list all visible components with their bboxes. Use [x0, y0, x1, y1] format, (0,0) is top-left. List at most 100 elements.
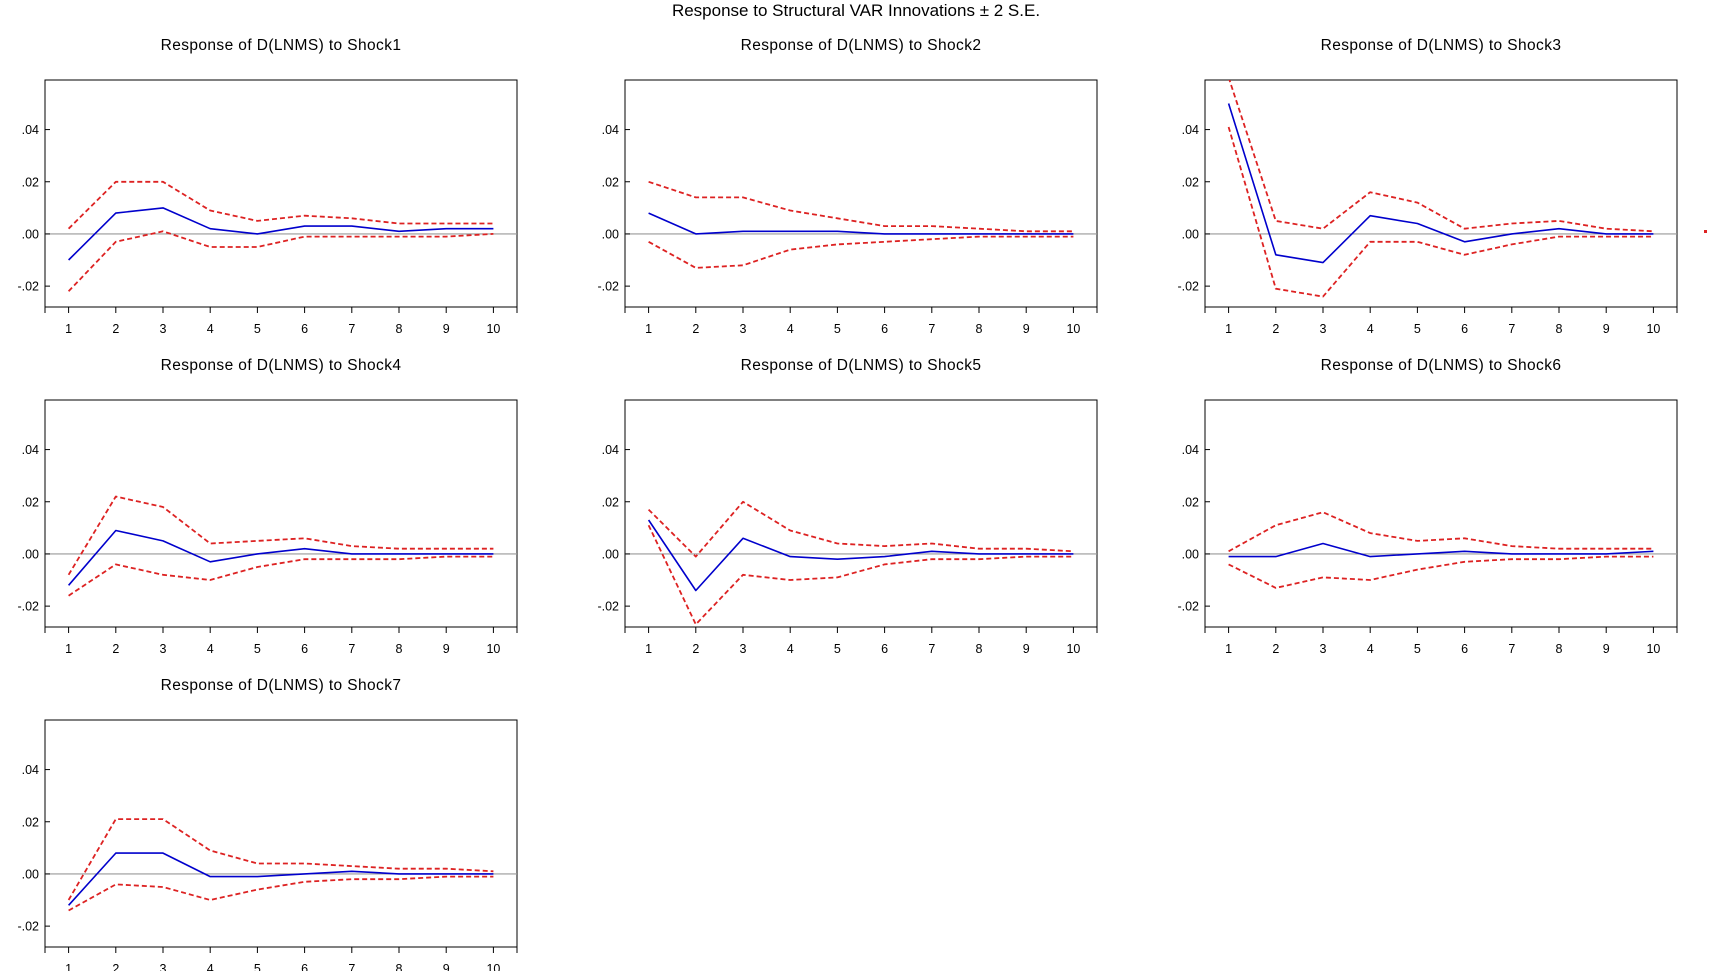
x-tick-label: 8	[976, 642, 983, 656]
x-tick-label: 4	[1367, 322, 1374, 336]
x-tick-label: 2	[112, 642, 119, 656]
x-tick-label: 9	[1023, 322, 1030, 336]
response-line	[648, 212, 1074, 235]
series-group	[67, 818, 494, 912]
lower-band-line	[1227, 126, 1654, 298]
y-tick-label: .00	[602, 547, 619, 561]
x-tick-label: 7	[348, 642, 355, 656]
panel-grid: Response of D(LNMS) to Shock1 -.02 .00 .02.…	[17, 37, 1678, 971]
x-tick-label: 2	[692, 642, 699, 656]
x-tick-label: 7	[1508, 322, 1515, 336]
y-tick-label: .02	[22, 495, 39, 509]
x-tick-label: 1	[1225, 642, 1232, 656]
x-tick-label: 10	[486, 642, 500, 656]
x-tick-label: 5	[254, 962, 261, 971]
x-tick-label: 10	[1646, 322, 1660, 336]
series-group	[1228, 511, 1654, 589]
irf-panel-shock7: Response of D(LNMS) to Shock7 -.02 .00 .02.…	[17, 677, 518, 971]
x-tick-label: 8	[396, 962, 403, 971]
y-tick-label: -.02	[17, 600, 39, 614]
y-tick-label: .02	[602, 495, 619, 509]
y-tick-label: -.02	[17, 280, 39, 294]
x-tick-label: 10	[1066, 322, 1080, 336]
y-tick-label: .00	[22, 547, 39, 561]
x-tick-label: 6	[1461, 642, 1468, 656]
plot-frame	[44, 79, 518, 308]
x-tick-label: 8	[396, 642, 403, 656]
y-tick-label: .00	[1182, 547, 1199, 561]
plot-frame	[624, 79, 1098, 308]
x-tick-label: 1	[65, 642, 72, 656]
response-line	[67, 529, 494, 586]
upper-band-line	[67, 818, 494, 901]
x-tick-label: 8	[396, 322, 403, 336]
x-tick-label: 9	[1023, 642, 1030, 656]
x-tick-label: 2	[692, 322, 699, 336]
y-tick-label: .02	[1182, 175, 1199, 189]
x-tick-label: 9	[1603, 322, 1610, 336]
response-line	[68, 852, 494, 906]
lower-band-line	[647, 524, 1074, 626]
y-tick-label: -.02	[597, 280, 619, 294]
x-tick-label: 1	[1225, 322, 1232, 336]
series-group	[67, 495, 494, 597]
response-line	[68, 207, 494, 261]
plot-frame	[624, 399, 1098, 628]
x-tick-label: 5	[834, 642, 841, 656]
y-tick-label: .02	[1182, 495, 1199, 509]
x-tick-label: 2	[112, 962, 119, 971]
upper-band-line	[648, 180, 1074, 233]
panel-title: Response of D(LNMS) to Shock3	[1321, 37, 1562, 54]
y-tick-label: .04	[1182, 123, 1199, 137]
x-tick-label: 5	[1414, 642, 1421, 656]
x-tick-label: 4	[207, 322, 214, 336]
irf-panel-shock2: Response of D(LNMS) to Shock2 -.02 .00 .02.…	[597, 37, 1098, 336]
y-tick-label: .00	[22, 227, 39, 241]
series-group	[1227, 80, 1654, 298]
y-tick-label: .02	[602, 175, 619, 189]
x-tick-label: 2	[1272, 322, 1279, 336]
x-tick-label: 10	[486, 322, 500, 336]
y-tick-label: .04	[22, 123, 39, 137]
x-tick-label: 4	[207, 962, 214, 971]
x-tick-label: 7	[928, 642, 935, 656]
x-tick-label: 3	[160, 642, 167, 656]
series-group	[648, 180, 1074, 269]
lower-band-line	[648, 235, 1074, 269]
x-tick-label: 2	[1272, 642, 1279, 656]
x-tick-label: 9	[1603, 642, 1610, 656]
panel-title: Response of D(LNMS) to Shock4	[161, 357, 402, 374]
x-tick-label: 5	[1414, 322, 1421, 336]
plot-frame	[44, 719, 518, 948]
x-tick-label: 7	[348, 962, 355, 971]
panel-title: Response of D(LNMS) to Shock2	[741, 37, 982, 54]
panel-title: Response of D(LNMS) to Shock5	[741, 357, 982, 374]
x-tick-label: 2	[112, 322, 119, 336]
panel-title: Response of D(LNMS) to Shock7	[161, 677, 402, 694]
x-tick-label: 3	[160, 962, 167, 971]
y-tick-label: .00	[1182, 227, 1199, 241]
upper-band-line	[67, 495, 494, 576]
lower-band-line	[67, 230, 494, 292]
y-tick-label: .04	[1182, 443, 1199, 457]
x-tick-label: 9	[443, 642, 450, 656]
y-tick-label: .04	[602, 443, 619, 457]
x-tick-label: 8	[1556, 322, 1563, 336]
x-tick-label: 10	[486, 962, 500, 971]
x-tick-label: 1	[645, 642, 652, 656]
x-tick-label: 4	[787, 642, 794, 656]
x-tick-label: 3	[740, 642, 747, 656]
y-tick-label: -.02	[17, 920, 39, 934]
x-tick-label: 5	[254, 322, 261, 336]
x-tick-label: 10	[1066, 642, 1080, 656]
x-tick-label: 6	[881, 642, 888, 656]
lower-band-line	[1228, 555, 1654, 589]
irf-panel-shock5: Response of D(LNMS) to Shock5 -.02 .00 .02.…	[597, 357, 1098, 656]
x-tick-label: 5	[834, 322, 841, 336]
x-tick-label: 3	[740, 322, 747, 336]
y-tick-label: .02	[22, 175, 39, 189]
x-tick-label: 6	[301, 322, 308, 336]
x-tick-label: 1	[645, 322, 652, 336]
response-line	[1228, 542, 1654, 558]
x-tick-label: 4	[787, 322, 794, 336]
